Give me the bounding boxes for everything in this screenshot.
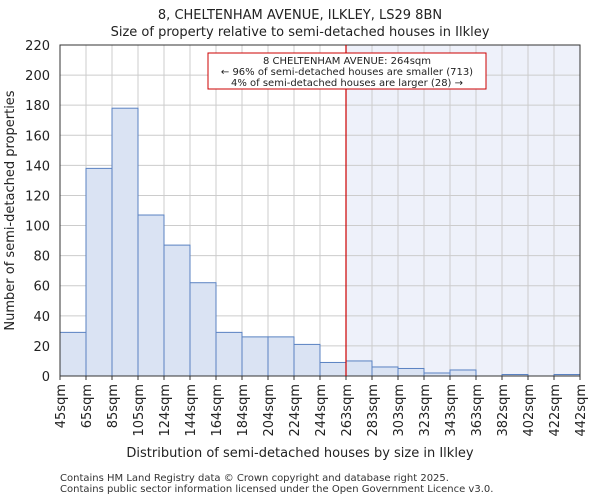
histogram-bar [189, 282, 217, 377]
histogram-bar [241, 336, 269, 377]
x-tick-label: 442sqm [574, 384, 589, 437]
x-tick-label: 422sqm [548, 384, 563, 437]
chart-title: 8, CHELTENHAM AVENUE, ILKLEY, LS29 8BN [158, 8, 442, 23]
x-tick-label: 224sqm [288, 384, 303, 437]
y-tick-label: 200 [25, 69, 50, 84]
histogram-bar [345, 360, 373, 377]
y-tick-label: 220 [25, 39, 50, 54]
x-tick-label: 382sqm [496, 384, 511, 437]
y-tick-label: 100 [25, 220, 50, 235]
histogram-bar [449, 369, 477, 377]
x-axis-label: Distribution of semi-detached houses by … [126, 446, 474, 461]
chart-subtitle: Size of property relative to semi-detach… [111, 25, 490, 40]
x-tick-label: 45sqm [54, 384, 69, 428]
larger-region-shading [346, 45, 580, 376]
x-tick-label: 164sqm [210, 384, 225, 437]
y-tick-label: 120 [25, 189, 50, 204]
x-tick-label: 363sqm [470, 384, 485, 437]
footer-line-2: Contains public sector information licen… [60, 484, 494, 495]
x-tick-label: 184sqm [236, 384, 251, 437]
y-tick-label: 60 [33, 280, 50, 295]
x-tick-label: 343sqm [444, 384, 459, 437]
x-tick-label: 283sqm [366, 384, 381, 437]
y-tick-label: 20 [33, 340, 50, 355]
x-tick-label: 144sqm [184, 384, 199, 437]
histogram-bar [397, 367, 425, 377]
y-tick-label: 80 [33, 250, 50, 265]
histogram-bar [319, 361, 347, 377]
y-tick-label: 140 [25, 159, 50, 174]
histogram-bar [137, 214, 165, 377]
x-tick-label: 105sqm [132, 384, 147, 437]
histogram-bar [215, 331, 243, 377]
x-tick-label: 85sqm [106, 384, 121, 428]
y-tick-label: 160 [25, 129, 50, 144]
histogram-bar [371, 366, 399, 377]
x-tick-label: 303sqm [392, 384, 407, 437]
y-tick-label: 180 [25, 99, 50, 114]
histogram-bar [163, 244, 191, 377]
y-axis-label: Number of semi-detached properties [3, 90, 18, 330]
histogram-bar [111, 107, 139, 377]
histogram-bar [293, 343, 321, 377]
histogram-bar [85, 167, 113, 377]
x-tick-label: 323sqm [418, 384, 433, 437]
annotation-line-1: 8 CHELTENHAM AVENUE: 264sqm [263, 56, 431, 67]
annotation-line-3: 4% of semi-detached houses are larger (2… [231, 78, 463, 89]
histogram-bar [59, 331, 87, 377]
annotation-line-2: ← 96% of semi-detached houses are smalle… [221, 67, 473, 78]
x-tick-label: 244sqm [314, 384, 329, 437]
x-tick-label: 124sqm [158, 384, 173, 437]
x-tick-label: 65sqm [80, 384, 95, 428]
histogram-bar [267, 336, 295, 377]
x-tick-label: 204sqm [262, 384, 277, 437]
footer-line-1: Contains HM Land Registry data © Crown c… [60, 473, 449, 484]
x-tick-label: 402sqm [522, 384, 537, 437]
y-tick-label: 40 [33, 310, 50, 325]
annotation-box [207, 52, 487, 90]
x-tick-label: 263sqm [340, 384, 355, 437]
y-tick-label: 0 [42, 370, 50, 385]
